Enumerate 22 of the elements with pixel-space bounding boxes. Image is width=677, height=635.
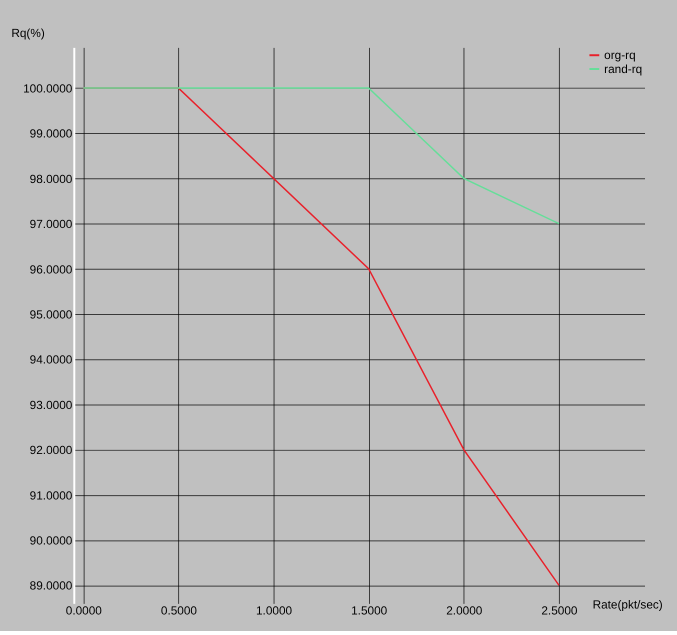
y-tick-label: 95.0000 — [30, 307, 73, 322]
x-tick-label: 0.0000 — [66, 604, 102, 618]
y-tick-label: 99.0000 — [30, 126, 73, 141]
y-tick-label: 93.0000 — [30, 398, 73, 412]
y-tick-label: 96.0000 — [30, 262, 73, 276]
y-tick-label: 90.0000 — [30, 533, 73, 548]
y-axis-title: Rq(%) — [11, 26, 45, 40]
y-tick-label: 92.0000 — [30, 443, 73, 458]
x-axis-title: Rate(pkt/sec) — [592, 598, 663, 612]
legend-label: rand-rq — [604, 62, 642, 76]
legend-label: org-rq — [604, 48, 636, 62]
y-tick-label: 100.0000 — [23, 81, 73, 96]
x-tick-label: 1.0000 — [256, 604, 293, 618]
y-tick-label: 94.0000 — [30, 352, 73, 367]
x-tick-label: 2.5000 — [541, 604, 578, 618]
x-tick-label: 2.0000 — [446, 604, 483, 618]
y-tick-label: 91.0000 — [30, 488, 73, 502]
y-tick-label: 89.0000 — [30, 578, 73, 593]
x-tick-label: 0.5000 — [160, 604, 198, 618]
y-tick-label: 97.0000 — [30, 217, 73, 232]
x-tick-label: 1.5000 — [351, 604, 388, 618]
y-tick-label: 98.0000 — [30, 172, 73, 186]
